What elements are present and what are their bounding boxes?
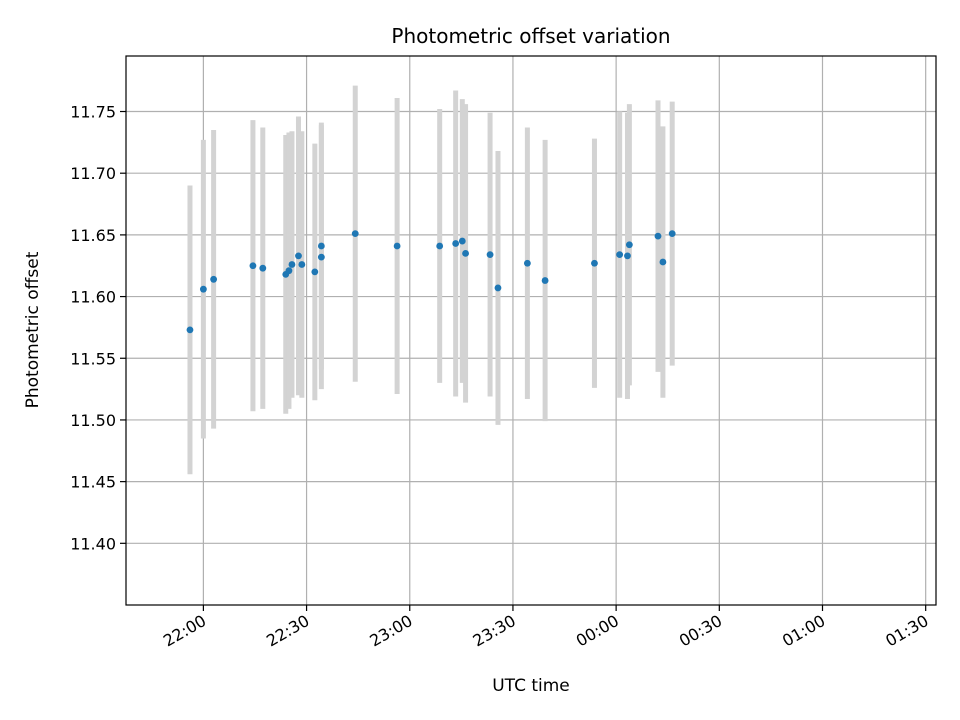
y-axis-label: Photometric offset [23, 251, 43, 408]
data-point [199, 285, 207, 293]
y-tick-label: 11.55 [70, 349, 116, 368]
data-point [462, 249, 469, 257]
x-tick-label: 22:30 [263, 611, 312, 651]
x-tick-label: 01:30 [882, 611, 931, 651]
data-point [625, 241, 633, 249]
grid-lines [126, 56, 936, 605]
x-tick-label: 00:00 [573, 611, 622, 651]
data-point [186, 326, 194, 334]
data-point [393, 242, 401, 250]
x-tick-label: 23:30 [470, 611, 519, 651]
data-point [616, 251, 624, 259]
data-point [285, 267, 293, 275]
x-tick-label: 00:30 [676, 611, 725, 651]
data-point [668, 230, 676, 238]
y-tick-label: 11.40 [70, 534, 116, 553]
x-tick-label: 01:00 [779, 611, 828, 651]
x-tick-label: 22:00 [160, 611, 209, 651]
x-axis-label: UTC time [492, 676, 570, 696]
y-tick-label: 11.50 [70, 411, 116, 430]
data-point [494, 284, 502, 292]
data-point [659, 258, 667, 266]
data-point [288, 261, 296, 268]
data-point [298, 261, 306, 268]
data-point [541, 277, 549, 284]
data-point [458, 237, 466, 245]
chart-title: Photometric offset variation [391, 24, 670, 48]
plot-frame [125, 55, 937, 606]
data-point [591, 259, 598, 267]
y-tick-label: 11.65 [70, 226, 116, 245]
y-tick-label: 11.60 [70, 288, 116, 307]
error-bars [187, 85, 675, 475]
y-axis-ticks: 11.40 11.45 11.50 11.55 11.60 11.65 11.70 11.75 [70, 103, 126, 553]
data-point [654, 232, 662, 240]
data-point [436, 242, 444, 250]
data-point [249, 262, 257, 270]
data-point [295, 252, 302, 260]
data-point [259, 264, 267, 272]
data-point [624, 252, 631, 260]
y-tick-label: 11.75 [70, 103, 116, 122]
data-points [186, 230, 676, 334]
data-point [210, 275, 218, 283]
data-point [486, 251, 494, 259]
data-point [452, 240, 460, 247]
data-point [317, 242, 325, 250]
x-axis-ticks: 22:00 22:30 23:00 23:30 00:00 00:30 01:00 01:30 [160, 605, 932, 651]
data-point [351, 230, 359, 238]
x-tick-label: 23:00 [366, 611, 415, 651]
y-tick-label: 11.70 [70, 164, 116, 183]
data-point [523, 259, 531, 267]
data-point [311, 268, 319, 276]
data-point [317, 253, 325, 261]
y-tick-label: 11.45 [70, 473, 116, 492]
